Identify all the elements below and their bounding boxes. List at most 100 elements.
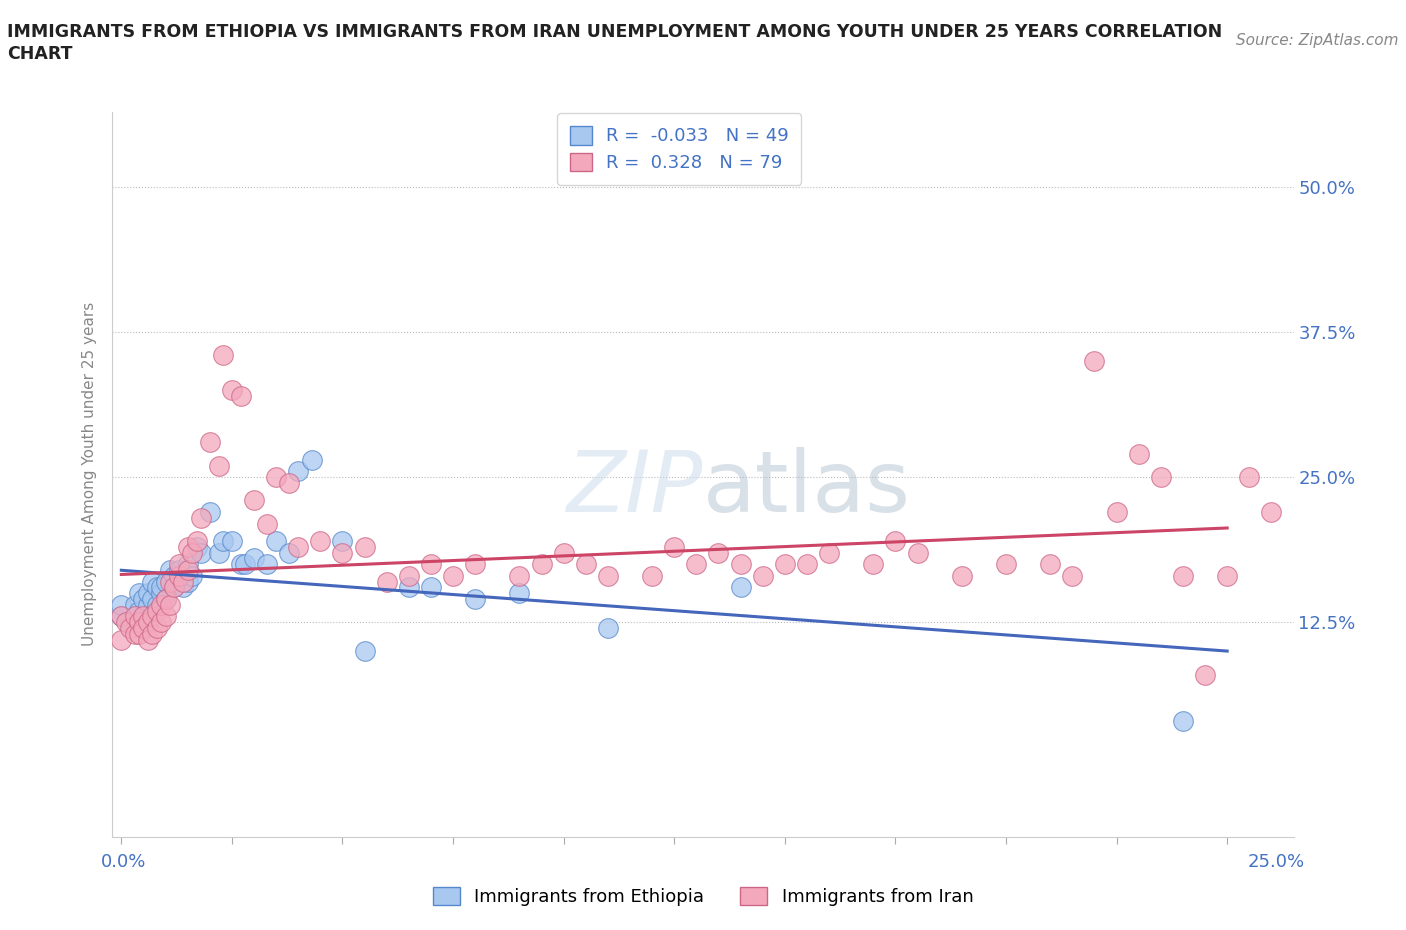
Point [155,609,177,624]
Point [353,539,375,554]
Point [751,568,773,583]
Text: IMMIGRANTS FROM ETHIOPIA VS IMMIGRANTS FROM IRAN UNEMPLOYMENT AMONG YOUTH UNDER : IMMIGRANTS FROM ETHIOPIA VS IMMIGRANTS F… [7,23,1222,41]
Point [136,586,159,601]
Point [420,557,443,572]
Point [1239,470,1261,485]
Point [995,557,1018,572]
Point [124,609,146,624]
Point [398,580,420,595]
Point [208,458,231,473]
Point [172,580,194,595]
Point [243,493,266,508]
Point [120,620,142,635]
Point [172,574,194,589]
Point [884,534,907,549]
Point [128,586,150,601]
Point [212,534,235,549]
Point [190,511,212,525]
Point [309,534,332,549]
Point [124,627,146,642]
Point [145,597,167,612]
Point [464,557,486,572]
Point [159,563,181,578]
Point [233,557,256,572]
Point [181,545,204,560]
Point [132,609,155,624]
Point [862,557,884,572]
Point [114,615,136,630]
Point [1171,568,1194,583]
Text: ZIP: ZIP [567,447,703,530]
Text: CHART: CHART [7,45,73,62]
Point [508,586,530,601]
Point [128,627,150,642]
Point [730,557,752,572]
Point [596,620,619,635]
Point [264,534,287,549]
Point [221,534,243,549]
Point [950,568,973,583]
Point [110,632,132,647]
Point [332,545,354,560]
Point [141,591,163,606]
Point [530,557,553,572]
Point [287,539,309,554]
Point [1062,568,1084,583]
Point [441,568,464,583]
Text: atlas: atlas [703,447,911,530]
Point [128,604,150,618]
Point [508,568,530,583]
Point [163,580,186,595]
Legend: R =  -0.033   N = 49, R =  0.328   N = 79: R = -0.033 N = 49, R = 0.328 N = 79 [557,113,801,184]
Point [159,597,181,612]
Point [818,545,841,560]
Point [110,609,132,624]
Point [176,563,198,578]
Point [301,452,323,467]
Point [1171,713,1194,728]
Legend: Immigrants from Ethiopia, Immigrants from Iran: Immigrants from Ethiopia, Immigrants fro… [426,880,980,913]
Text: 25.0%: 25.0% [1247,853,1305,870]
Point [145,604,167,618]
Point [796,557,818,572]
Point [136,615,159,630]
Point [132,609,155,624]
Point [120,615,142,630]
Point [110,597,132,612]
Point [1216,568,1239,583]
Point [264,470,287,485]
Text: Source: ZipAtlas.com: Source: ZipAtlas.com [1236,33,1399,47]
Point [190,545,212,560]
Point [167,568,190,583]
Point [155,591,177,606]
Point [353,644,375,658]
Point [398,568,420,583]
Point [907,545,929,560]
Point [141,627,163,642]
Point [1039,557,1062,572]
Point [229,389,252,404]
Point [278,475,301,490]
Point [1150,470,1173,485]
Point [110,609,132,624]
Point [1105,505,1128,520]
Point [136,632,159,647]
Point [420,580,443,595]
Point [464,591,486,606]
Point [132,620,155,635]
Point [167,557,190,572]
Point [124,597,146,612]
Y-axis label: Unemployment Among Youth under 25 years: Unemployment Among Youth under 25 years [82,302,97,646]
Point [198,435,221,450]
Point [641,568,664,583]
Point [1083,353,1105,368]
Point [553,545,575,560]
Point [208,545,231,560]
Point [136,597,159,612]
Point [150,597,173,612]
Point [163,580,186,595]
Point [159,574,181,589]
Point [198,505,221,520]
Point [221,383,243,398]
Point [596,568,619,583]
